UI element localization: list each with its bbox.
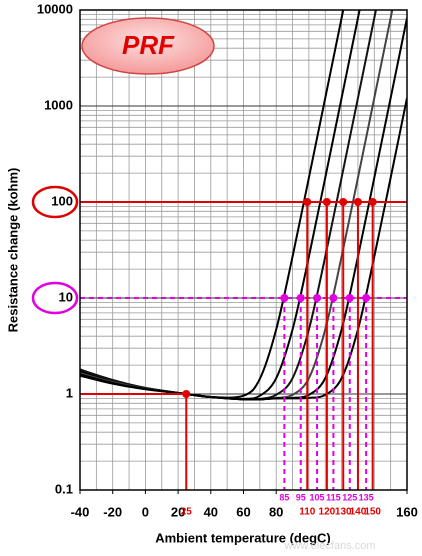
reference-point [329,294,338,302]
reference-text: 125 [342,492,357,502]
reference-point [362,294,371,302]
reference-text: 110 [299,507,316,518]
curve [80,97,407,401]
curves [80,10,407,401]
reference-text: 105 [310,492,325,502]
reference-point [339,198,348,206]
reference-text: 85 [279,492,289,502]
markers [31,185,407,490]
reference-text: 135 [359,492,374,502]
x-tick-label: 60 [236,504,250,519]
reference-point [353,198,362,206]
reference-text: 130 [335,507,352,518]
label-ring [31,281,79,315]
x-tick-label: 80 [269,504,283,519]
x-tick-label: 160 [396,504,418,519]
x-tick-label: 0 [142,504,149,519]
reference-text: 120 [319,507,336,518]
reference-point [296,294,305,302]
x-tick-label: -20 [103,504,122,519]
y-tick-label: 10000 [37,1,73,16]
y-tick-label: 0.1 [55,481,73,496]
reference-point [182,390,191,398]
x-tick-label: -40 [71,504,90,519]
y-tick-label: 10 [59,289,73,304]
y-tick-label: 1000 [44,97,73,112]
y-tick-label: 1 [66,385,73,400]
badge-ellipse [81,17,215,75]
badge-text: PRF [122,30,175,60]
label-ring [31,185,79,219]
x-tick-label: 20 [171,504,185,519]
reference-point [313,294,322,302]
reference-point [368,198,377,206]
reference-text: 115 [326,492,341,502]
watermark: www.elecfans.com [283,540,375,551]
reference-text: 140 [350,507,367,518]
reference-text: 150 [364,507,381,518]
reference-point [280,294,289,302]
reference-point [345,294,354,302]
reference-point [322,198,331,206]
reference-text: 25 [181,507,193,518]
x-axis-title: Ambient temperature (degC) [155,530,331,545]
reference-text: 95 [296,492,306,502]
y-axis-title: Resistance change (kohm) [5,168,20,333]
y-tick-label: 100 [51,193,73,208]
reference-point [303,198,312,206]
x-tick-label: 40 [204,504,218,519]
